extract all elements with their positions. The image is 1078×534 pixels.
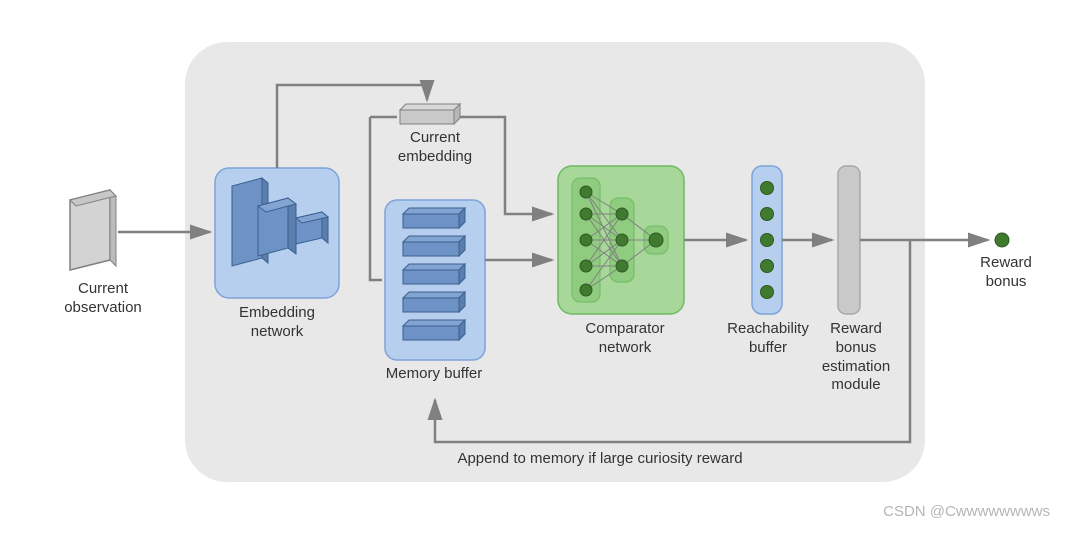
feedback-label: Append to memory if large curiosity rewa… <box>400 450 800 469</box>
current-embedding-label: Currentembedding <box>385 129 485 167</box>
memory-buffer-label: Memory buffer <box>374 365 494 384</box>
embedding-network-box <box>215 168 339 298</box>
reward-module-label: Rewardbonusestimationmodule <box>816 320 896 395</box>
embedding-network-label: Embeddingnetwork <box>222 304 332 342</box>
memory-buffer-box <box>385 200 485 360</box>
current-embedding-bar <box>400 104 460 124</box>
comparator-network-box <box>558 166 684 314</box>
reachability-buffer-box <box>752 166 782 314</box>
reward-module-box <box>838 166 860 314</box>
reward-bonus-label: Rewardbonus <box>966 254 1046 292</box>
comparator-network-label: Comparatornetwork <box>570 320 680 358</box>
reward-bonus-dot <box>995 233 1009 247</box>
watermark-text: CSDN @Cwwwwwwwws <box>883 503 1050 520</box>
current-observation-plate <box>70 190 116 270</box>
current-observation-label: Currentobservation <box>48 280 158 318</box>
reachability-buffer-label: Reachabilitybuffer <box>716 320 820 358</box>
